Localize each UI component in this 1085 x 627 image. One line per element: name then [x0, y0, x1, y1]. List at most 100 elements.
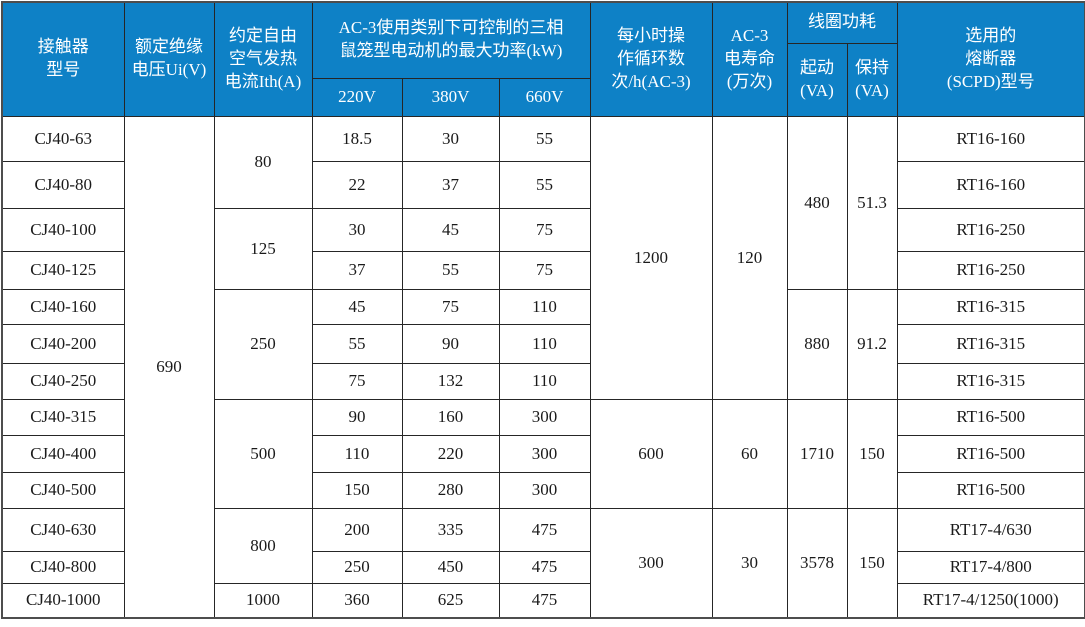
cell-kw-380: 90	[401, 323, 500, 364]
header-thermal-current: 约定自由 空气发热 电流Ith(A)	[213, 1, 313, 117]
cell-ith: 125	[213, 207, 313, 290]
cell-kw-380: 450	[401, 550, 500, 584]
table-row: CJ40-250 75 132 110 RT16-315	[1, 362, 1085, 400]
cell-kw-660: 110	[498, 288, 591, 325]
cell-model: CJ40-630	[1, 507, 125, 552]
cell-kw-660: 55	[498, 115, 591, 162]
cell-model: CJ40-800	[1, 550, 125, 584]
header-electrical-life: AC-3 电寿命 (万次)	[711, 1, 788, 117]
cell-kw-660: 55	[498, 160, 591, 209]
cell-kw-660: 475	[498, 507, 591, 552]
header-ac3-max-power-group: AC-3使用类别下可控制的三相 鼠笼型电动机的最大功率(kW)	[311, 1, 591, 79]
cell-kw-220: 250	[311, 550, 403, 584]
header-220v: 220V	[311, 77, 403, 117]
cell-kw-220: 110	[311, 434, 403, 473]
header-hold-va: 保持 (VA)	[846, 42, 898, 117]
cell-model: CJ40-63	[1, 115, 125, 162]
cell-kw-660: 300	[498, 434, 591, 473]
cell-start-va: 3578	[786, 507, 848, 619]
cell-model: CJ40-80	[1, 160, 125, 209]
table-row: CJ40-160 250 45 75 110 880 91.2 RT16-315	[1, 288, 1085, 400]
cell-start-va: 880	[786, 288, 848, 400]
cell-fuse: RT16-160	[896, 160, 1085, 209]
cell-kw-380: 280	[401, 471, 500, 509]
cell-fuse: RT16-315	[896, 288, 1085, 325]
cell-hold-va: 91.2	[846, 288, 898, 400]
cell-kw-220: 55	[311, 323, 403, 364]
cell-ui-voltage: 690	[123, 115, 215, 619]
cell-kw-380: 220	[401, 434, 500, 473]
cell-kw-220: 200	[311, 507, 403, 552]
cell-fuse: RT16-250	[896, 207, 1085, 252]
cell-ith: 800	[213, 507, 313, 584]
cell-fuse: RT16-500	[896, 434, 1085, 473]
cell-kw-660: 300	[498, 471, 591, 509]
cell-fuse: RT16-500	[896, 398, 1085, 436]
header-start-va: 起动 (VA)	[786, 42, 848, 117]
cell-kw-660: 75	[498, 207, 591, 252]
cell-kw-380: 625	[401, 582, 500, 619]
cell-fuse: RT16-500	[896, 471, 1085, 509]
cell-ith: 80	[213, 115, 313, 209]
cell-kw-220: 30	[311, 207, 403, 252]
table-row: CJ40-1000 1000 360 625 475 RT17-4/1250(1…	[1, 582, 1085, 619]
table-header: 接触器 型号 额定绝缘 电压Ui(V) 约定自由 空气发热 电流Ith(A) A…	[1, 1, 1085, 117]
table-row: CJ40-80 22 37 55 RT16-160	[1, 160, 1085, 209]
cell-ith: 1000	[213, 582, 313, 619]
table-row: CJ40-630 800 200 335 475 300 30 3578 150…	[1, 507, 1085, 619]
cell-fuse: RT17-4/1250(1000)	[896, 582, 1085, 619]
cell-kw-660: 475	[498, 582, 591, 619]
table-row: CJ40-63 690 80 18.5 30 55 1200 120 480 5…	[1, 115, 1085, 619]
cell-kw-380: 335	[401, 507, 500, 552]
table-row: CJ40-315 500 90 160 300 600 60 1710 150 …	[1, 398, 1085, 509]
cell-hold-va: 150	[846, 398, 898, 509]
cell-kw-380: 132	[401, 362, 500, 400]
cell-model: CJ40-315	[1, 398, 125, 436]
cell-model: CJ40-160	[1, 288, 125, 325]
cell-kw-380: 30	[401, 115, 500, 162]
cell-kw-380: 160	[401, 398, 500, 436]
cell-fuse: RT16-315	[896, 323, 1085, 364]
cell-hold-va: 150	[846, 507, 898, 619]
cell-kw-660: 110	[498, 323, 591, 364]
cell-model: CJ40-250	[1, 362, 125, 400]
cell-cycles: 1200	[589, 115, 713, 400]
cell-kw-220: 45	[311, 288, 403, 325]
header-fuse-model: 选用的 熔断器 (SCPD)型号	[896, 1, 1085, 117]
cell-model: CJ40-100	[1, 207, 125, 252]
cell-kw-220: 18.5	[311, 115, 403, 162]
cell-model: CJ40-400	[1, 434, 125, 473]
cell-kw-380: 37	[401, 160, 500, 209]
cell-cycles: 600	[589, 398, 713, 509]
table-row: CJ40-500 150 280 300 RT16-500	[1, 471, 1085, 509]
header-coil-consumption-group: 线圈功耗	[786, 1, 898, 44]
cell-kw-220: 90	[311, 398, 403, 436]
cell-ith: 500	[213, 398, 313, 509]
cell-model: CJ40-125	[1, 250, 125, 290]
cell-kw-660: 75	[498, 250, 591, 290]
cell-model: CJ40-1000	[1, 582, 125, 619]
table-row: CJ40-125 37 55 75 RT16-250	[1, 250, 1085, 290]
cell-fuse: RT17-4/800	[896, 550, 1085, 584]
cell-model: CJ40-200	[1, 323, 125, 364]
cell-hold-va: 51.3	[846, 115, 898, 290]
cell-fuse: RT16-315	[896, 362, 1085, 400]
cell-model: CJ40-500	[1, 471, 125, 509]
header-rated-insulation-voltage: 额定绝缘 电压Ui(V)	[123, 1, 215, 117]
cell-kw-220: 150	[311, 471, 403, 509]
header-contactor-model: 接触器 型号	[1, 1, 125, 117]
header-660v: 660V	[498, 77, 591, 117]
table-row: CJ40-100 125 30 45 75 RT16-250	[1, 207, 1085, 290]
cell-life: 30	[711, 507, 788, 619]
cell-life: 120	[711, 115, 788, 400]
cell-cycles: 300	[589, 507, 713, 619]
cell-start-va: 480	[786, 115, 848, 290]
cell-fuse: RT16-250	[896, 250, 1085, 290]
cell-kw-660: 300	[498, 398, 591, 436]
cell-fuse: RT16-160	[896, 115, 1085, 162]
cell-kw-380: 75	[401, 288, 500, 325]
cell-kw-220: 37	[311, 250, 403, 290]
cell-start-va: 1710	[786, 398, 848, 509]
